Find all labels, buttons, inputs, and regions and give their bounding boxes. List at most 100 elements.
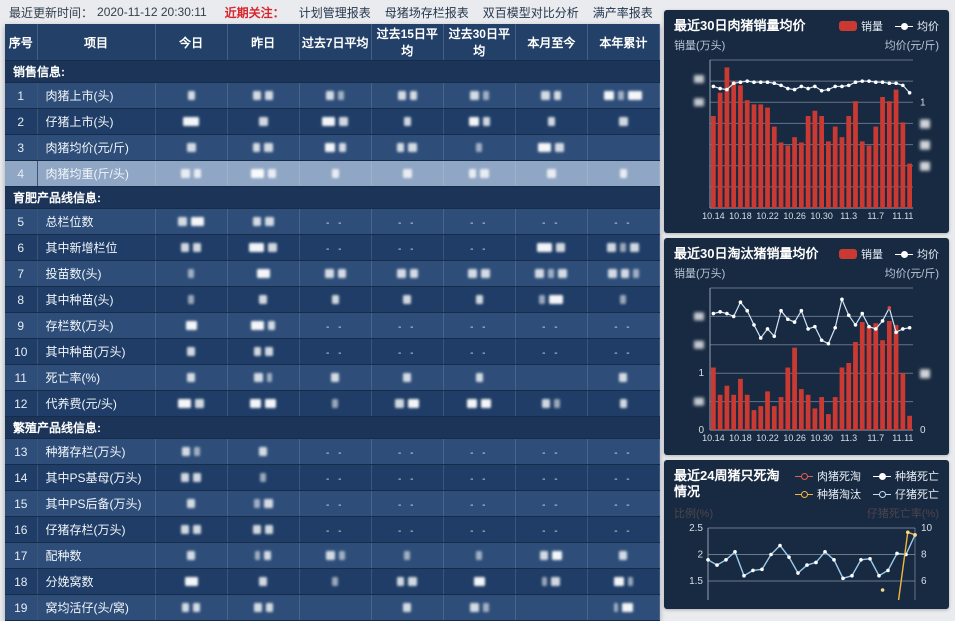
table-row[interactable]: 9 存栏数(万头) - - - - - - - - - - — [5, 312, 661, 339]
table-row[interactable]: 12 代养费(元/头) — [5, 390, 661, 417]
no-data-dashes: - - — [542, 321, 561, 333]
row-value-cell — [155, 516, 228, 543]
redacted-block — [558, 269, 568, 278]
row-value-cell — [371, 260, 444, 287]
redacted-value — [373, 596, 442, 619]
legend-item-肉猪死淘[interactable]: 肉猪死淘 — [795, 468, 861, 484]
redacted-block — [402, 169, 412, 178]
redacted-value — [445, 366, 514, 389]
section-header-row: 育肥产品线信息: — [5, 186, 660, 209]
svg-text:11.7: 11.7 — [867, 433, 884, 443]
legend-item-种猪死亡[interactable]: 种猪死亡 — [873, 468, 939, 484]
table-row[interactable]: 1 肉猪上市(头) — [5, 82, 661, 109]
table-row[interactable]: 19 窝均活仔(头/窝) — [5, 594, 661, 621]
row-value-cell — [515, 286, 588, 313]
table-row[interactable]: 6 其中新增栏位 - - - - - - — [5, 234, 661, 261]
redacted-block — [554, 399, 561, 408]
redacted-block — [265, 91, 274, 100]
row-label: 其中种苗(头) — [37, 286, 156, 313]
section-header-row: 繁殖产品线信息: — [5, 416, 660, 439]
table-row[interactable]: 5 总栏位数 - - - - - - - - - - — [5, 208, 661, 235]
col-header-0: 序号 — [5, 24, 38, 61]
col-header-7: 本月至今 — [515, 24, 588, 61]
redacted-value — [157, 492, 226, 515]
no-data-dashes: - - — [325, 473, 345, 485]
row-value-cell — [587, 260, 661, 287]
row-value-cell — [443, 364, 516, 391]
redacted-value — [589, 110, 658, 133]
redacted-block — [265, 525, 274, 534]
row-value-cell — [443, 542, 516, 569]
redacted-block — [267, 373, 273, 382]
left-column: 最近更新时间： 2020-11-12 20:30:11 近期关注： 计划管理报表… — [5, 0, 661, 621]
row-value-cell — [371, 82, 444, 109]
y-left-axis-label: 销量(万头) — [674, 268, 726, 280]
legend-bar-swatch-icon — [839, 249, 857, 259]
row-value-cell — [155, 568, 228, 595]
row-value-cell — [515, 260, 588, 287]
redacted-block — [481, 399, 492, 408]
report-link-1[interactable]: 母猪场存栏报表 — [384, 5, 469, 20]
row-value-cell: - - — [299, 464, 372, 491]
table-row[interactable]: 18 分娩窝数 — [5, 568, 661, 595]
row-index: 5 — [5, 208, 38, 235]
legend-item-销量[interactable]: 销量 — [839, 246, 883, 262]
row-value-cell — [155, 594, 228, 621]
report-link-3[interactable]: 满产率报表 — [592, 5, 653, 20]
row-value-cell — [299, 160, 372, 187]
legend-item-销量[interactable]: 销量 — [839, 18, 883, 34]
redacted-block — [556, 243, 566, 252]
table-row[interactable]: 8 其中种苗(头) — [5, 286, 661, 313]
row-value-cell — [227, 568, 300, 595]
redacted-block — [324, 143, 335, 152]
redacted-block — [632, 269, 639, 278]
redacted-value — [157, 136, 226, 159]
redacted-block — [186, 143, 196, 152]
redacted-block — [546, 169, 556, 178]
redacted-block — [630, 243, 640, 252]
row-value-cell — [227, 594, 300, 621]
redacted-block — [193, 473, 202, 482]
table-row[interactable]: 2 仔猪上市(头) — [5, 108, 661, 135]
chart-title: 最近30日肉猪销量均价 — [674, 18, 806, 33]
table-row[interactable]: 13 种猪存栏(万头) - - - - - - - - - - — [5, 438, 661, 465]
table-row[interactable]: 10 其中种苗(万头) - - - - - - - - - - — [5, 338, 661, 365]
row-value-cell — [443, 390, 516, 417]
redacted-block — [253, 347, 261, 356]
table-row[interactable]: 3 肉猪均价(元/斤) — [5, 134, 661, 161]
row-value-cell — [227, 438, 300, 465]
redacted-block — [548, 269, 555, 278]
legend-item-均价[interactable]: 均价 — [895, 246, 939, 262]
legend-item-仔猪死亡[interactable]: 仔猪死亡 — [873, 486, 939, 502]
legend-item-均价[interactable]: 均价 — [895, 18, 939, 34]
svg-text:11.11: 11.11 — [892, 433, 913, 443]
redacted-block — [187, 91, 195, 100]
redacted-value — [517, 288, 586, 311]
table-row[interactable]: 11 死亡率(%) — [5, 364, 661, 391]
table-row[interactable]: 16 仔猪存栏(万头) - - - - - - - - - - — [5, 516, 661, 543]
report-link-0[interactable]: 计划管理报表 — [298, 5, 371, 20]
row-value-cell — [515, 364, 588, 391]
row-value-cell — [227, 134, 300, 161]
row-value-cell: - - — [443, 338, 516, 365]
row-value-cell — [587, 286, 661, 313]
redacted-value — [229, 262, 298, 285]
table-row[interactable]: 4 肉猪均重(斤/头) — [5, 160, 661, 187]
table-row[interactable]: 7 投苗数(头) — [5, 260, 661, 287]
table-row[interactable]: 15 其中PS后备(万头) - - - - - - - - - - — [5, 490, 661, 517]
row-label: 其中PS基母(万头) — [37, 464, 156, 491]
table-row[interactable]: 14 其中PS基母(万头) - - - - - - - - - - — [5, 464, 661, 491]
redacted-block — [620, 243, 627, 252]
chart-title: 最近30日淘汰猪销量均价 — [674, 246, 819, 261]
redacted-value — [229, 210, 298, 233]
redacted-value — [157, 596, 226, 619]
no-data-dashes: - - — [470, 243, 489, 255]
row-index: 18 — [5, 568, 38, 595]
legend-item-种猪淘汰[interactable]: 种猪淘汰 — [795, 486, 861, 502]
redacted-value — [445, 596, 514, 619]
y-right-axis-label: 均价(元/斤) — [884, 268, 939, 280]
table-row[interactable]: 17 配种数 — [5, 542, 661, 569]
row-value-cell — [587, 82, 661, 109]
redacted-block — [482, 117, 490, 126]
report-link-2[interactable]: 双百模型对比分析 — [482, 5, 579, 20]
